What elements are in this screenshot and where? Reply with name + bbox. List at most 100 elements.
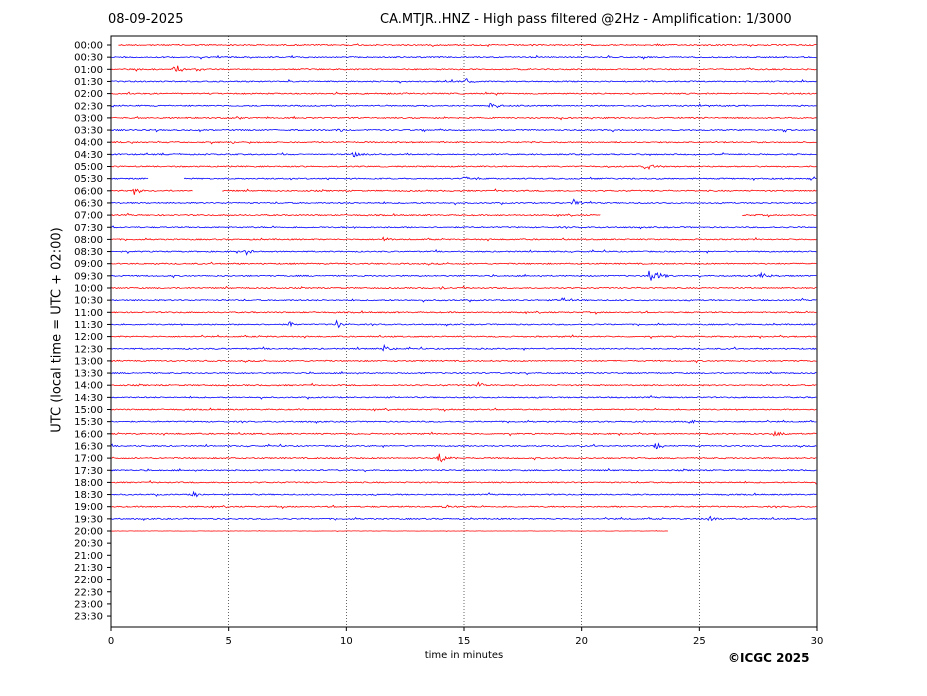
y-tick-label: 04:30 (74, 150, 103, 161)
y-tick-label: 14:00 (74, 381, 103, 392)
y-tick-label: 19:30 (74, 514, 103, 525)
y-tick-label: 09:00 (74, 259, 103, 270)
trace-row-0030 (110, 54, 817, 60)
x-tick-label: 30 (811, 636, 824, 647)
y-tick-label: 00:00 (74, 41, 103, 52)
trace-row-1130 (110, 319, 817, 329)
trace-row-1430 (110, 394, 817, 400)
y-tick-label: 14:30 (74, 393, 103, 404)
trace-row-1700 (110, 453, 817, 463)
y-tick-label: 18:30 (74, 490, 103, 501)
y-tick-label: 23:00 (74, 599, 103, 610)
x-tick-labels: 0 5 10 15 20 25 30 (108, 627, 824, 647)
y-tick-label: 22:30 (74, 587, 103, 598)
y-tick-label: 07:30 (74, 223, 103, 234)
y-tick-label: 16:30 (74, 441, 103, 452)
trace-row-0730 (110, 225, 817, 230)
y-tick-label: 13:00 (74, 356, 103, 367)
chart-date: 08-09-2025 (108, 12, 184, 27)
y-tick-label: 02:30 (74, 101, 103, 112)
y-tick-label: 06:30 (74, 198, 103, 209)
y-tick-label: 15:30 (74, 417, 103, 428)
seismic-traces (110, 43, 817, 532)
y-tick-label: 17:30 (74, 466, 103, 477)
y-tick-label: 19:00 (74, 502, 103, 513)
trace-row-1000 (110, 285, 817, 290)
trace-row-1600 (110, 430, 817, 437)
x-tick-label: 15 (458, 636, 471, 647)
y-tick-label: 05:00 (74, 162, 103, 173)
y-tick-label: 11:00 (74, 308, 103, 319)
trace-row-2000 (110, 530, 668, 532)
y-tick-label: 01:30 (74, 77, 103, 88)
trace-row-0200 (110, 91, 817, 96)
y-tick-label: 18:00 (74, 478, 103, 489)
y-tick-label: 08:30 (74, 247, 103, 258)
trace-row-0100 (110, 65, 817, 72)
trace-row-0600 (110, 188, 817, 195)
trace-row-0700 (110, 212, 817, 218)
y-tick-label: 21:30 (74, 563, 103, 574)
y-tick-label: 03:30 (74, 126, 103, 137)
y-tick-label: 15:00 (74, 405, 103, 416)
trace-row-0800 (110, 236, 817, 242)
x-tick-label: 0 (108, 636, 114, 647)
trace-row-1230 (110, 343, 817, 352)
trace-row-1530 (111, 419, 817, 424)
y-tick-label: 09:30 (74, 271, 103, 282)
trace-row-0630 (110, 198, 817, 206)
y-tick-label: 08:00 (74, 235, 103, 246)
y-tick-label: 23:30 (74, 612, 103, 623)
y-tick-label: 20:30 (74, 539, 103, 550)
y-tick-label: 12:30 (74, 344, 103, 355)
grid-lines (228, 36, 700, 627)
y-tick-label: 10:30 (74, 296, 103, 307)
x-axis-label: time in minutes (424, 650, 504, 661)
trace-row-1630 (110, 442, 817, 450)
y-tick-label: 06:00 (74, 186, 103, 197)
trace-row-1400 (110, 381, 817, 387)
y-tick-label: 03:00 (74, 113, 103, 124)
trace-row-0430 (110, 151, 817, 158)
trace-row-0230 (110, 102, 817, 109)
x-tick-label: 5 (225, 636, 231, 647)
trace-row-1500 (110, 407, 817, 412)
y-tick-label: 01:00 (74, 65, 103, 76)
plot-background (111, 36, 817, 627)
y-tick-label: 12:00 (74, 332, 103, 343)
trace-row-0130 (110, 77, 817, 84)
x-tick-label: 10 (340, 636, 353, 647)
trace-row-1030 (110, 297, 817, 303)
trace-row-1730 (110, 468, 817, 473)
trace-row-0930 (110, 270, 817, 281)
y-tick-label: 00:30 (74, 53, 103, 64)
y-tick-label: 11:30 (74, 320, 103, 331)
y-tick-label: 13:30 (74, 369, 103, 380)
trace-row-1300 (110, 359, 817, 364)
x-tick-label: 25 (693, 636, 706, 647)
chart-title: CA.MTJR..HNZ - High pass filtered @2Hz -… (380, 12, 792, 27)
y-tick-label: 16:00 (74, 429, 103, 440)
trace-row-1100 (110, 310, 817, 315)
trace-row-1200 (110, 334, 817, 340)
x-tick-label: 20 (575, 636, 588, 647)
trace-row-1900 (110, 504, 817, 510)
y-tick-label: 22:00 (74, 575, 103, 586)
trace-row-0300 (110, 115, 817, 121)
y-tick-label: 20:00 (74, 527, 103, 538)
y-axis-label: UTC (local time = UTC + 02:00) (49, 227, 65, 433)
trace-row-0500 (110, 164, 817, 171)
y-tick-label: 21:00 (74, 551, 103, 562)
trace-row-0830 (110, 248, 817, 256)
trace-row-1800 (110, 479, 817, 485)
trace-row-0530 (110, 176, 817, 181)
y-tick-label: 04:00 (74, 138, 103, 149)
trace-row-0400 (110, 140, 817, 145)
trace-row-1330 (110, 370, 817, 376)
trace-row-0900 (110, 261, 817, 266)
trace-row-0330 (110, 128, 817, 133)
y-tick-label: 10:00 (74, 284, 103, 295)
y-tick-label: 05:30 (74, 174, 103, 185)
